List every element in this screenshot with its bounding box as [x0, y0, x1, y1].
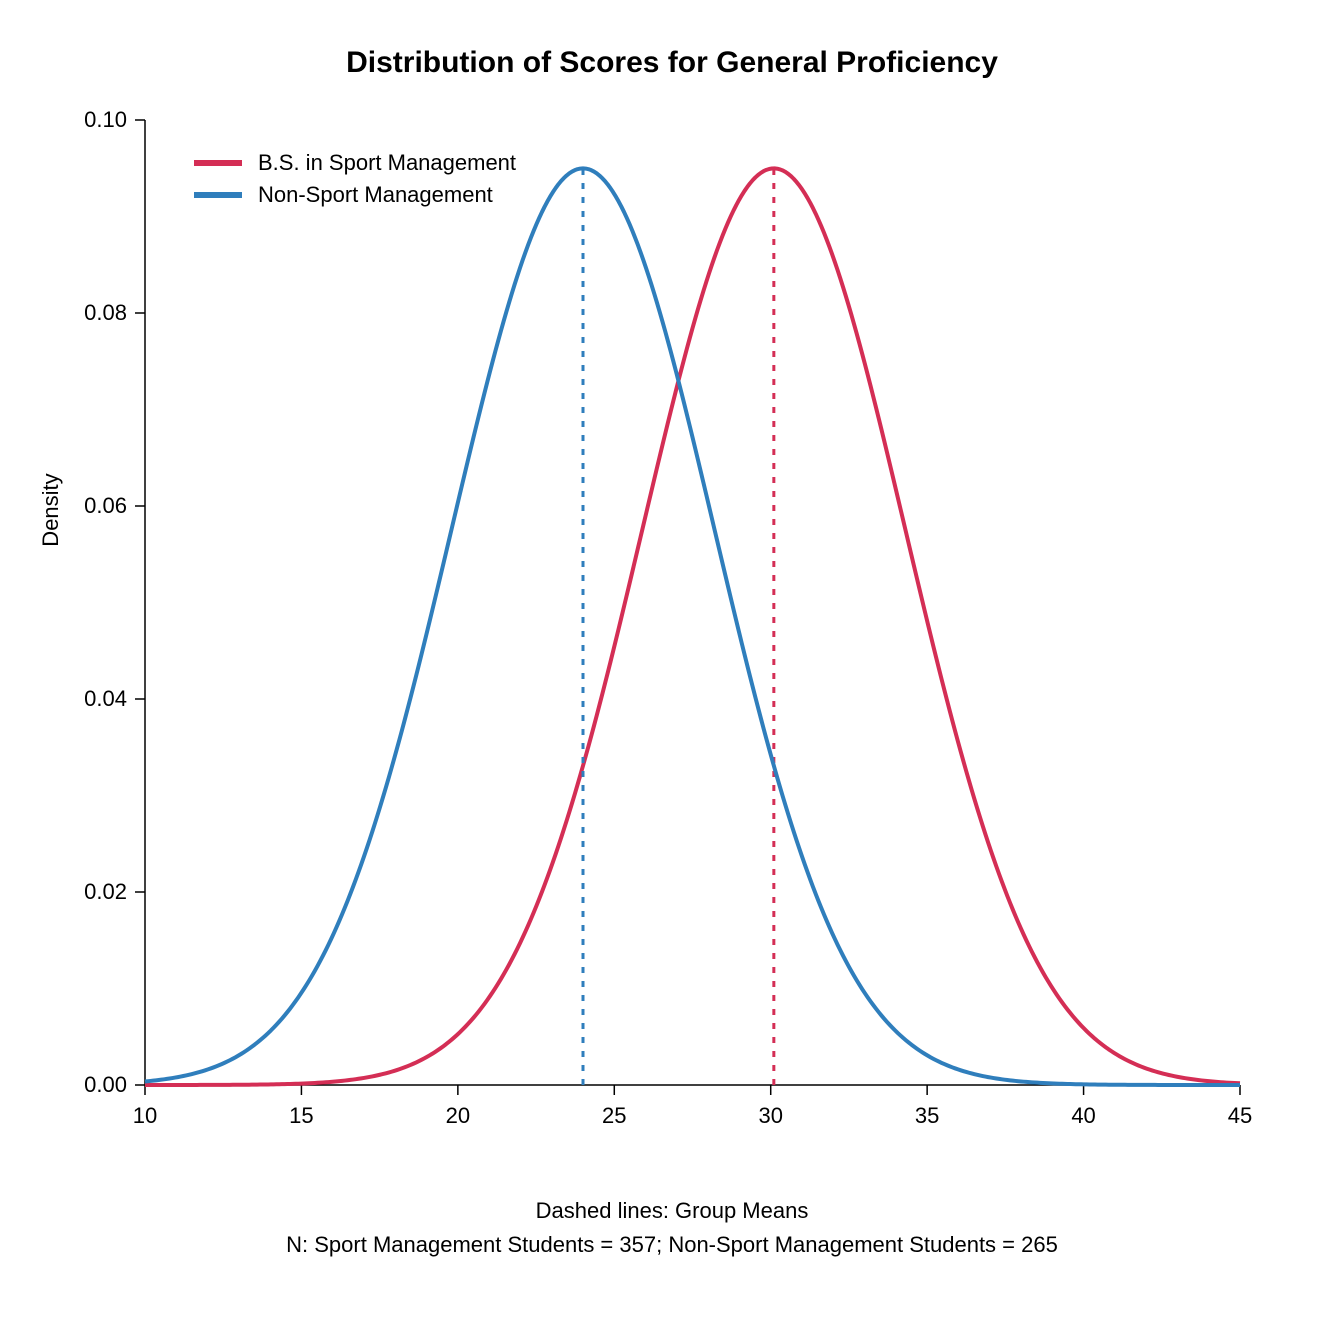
x-tick-label: 45: [1228, 1103, 1252, 1129]
legend-label: B.S. in Sport Management: [258, 150, 516, 176]
legend-swatch: [194, 192, 242, 198]
x-tick-label: 35: [915, 1103, 939, 1129]
y-tick-label: 0.02: [84, 879, 127, 905]
y-tick-label: 0.00: [84, 1072, 127, 1098]
x-axis-caption-main: Dashed lines: Group Means: [0, 1198, 1344, 1224]
series-bs_sport_mgmt: [145, 168, 1240, 1085]
x-tick-label: 20: [446, 1103, 470, 1129]
x-tick-label: 10: [133, 1103, 157, 1129]
legend-item: Non-Sport Management: [194, 182, 516, 208]
chart-container: Distribution of Scores for General Profi…: [0, 0, 1344, 1344]
x-tick-label: 30: [758, 1103, 782, 1129]
y-tick-label: 0.06: [84, 493, 127, 519]
y-tick-label: 0.08: [84, 300, 127, 326]
x-tick-label: 40: [1071, 1103, 1095, 1129]
legend: B.S. in Sport Management Non-Sport Manage…: [194, 150, 516, 214]
legend-label: Non-Sport Management: [258, 182, 493, 208]
y-tick-label: 0.04: [84, 686, 127, 712]
x-tick-label: 15: [289, 1103, 313, 1129]
x-axis-caption-sub: N: Sport Management Students = 357; Non-…: [0, 1232, 1344, 1258]
legend-swatch: [194, 160, 242, 166]
x-tick-label: 25: [602, 1103, 626, 1129]
y-tick-label: 0.10: [84, 107, 127, 133]
legend-item: B.S. in Sport Management: [194, 150, 516, 176]
series-non_sport_mgmt: [145, 168, 1240, 1085]
